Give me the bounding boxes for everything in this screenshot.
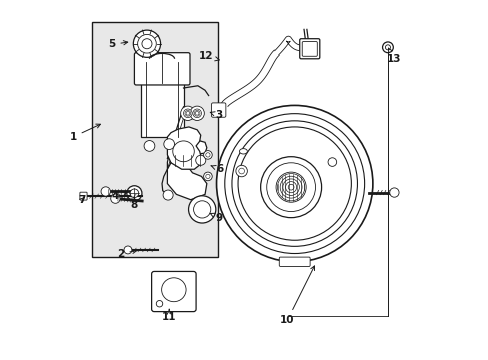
Circle shape — [142, 39, 152, 49]
Circle shape — [235, 165, 247, 177]
Circle shape — [101, 187, 110, 196]
Circle shape — [327, 158, 336, 166]
FancyBboxPatch shape — [80, 192, 87, 200]
Circle shape — [183, 109, 192, 118]
Ellipse shape — [172, 141, 194, 162]
Circle shape — [156, 301, 163, 307]
Circle shape — [238, 168, 244, 174]
Text: 12: 12 — [198, 51, 219, 61]
FancyBboxPatch shape — [302, 41, 317, 56]
Polygon shape — [167, 139, 206, 200]
Polygon shape — [167, 127, 201, 169]
Text: 1: 1 — [69, 124, 100, 142]
Circle shape — [224, 114, 364, 253]
Circle shape — [276, 172, 305, 202]
Circle shape — [382, 42, 392, 53]
Text: 10: 10 — [280, 266, 314, 325]
Text: 11: 11 — [162, 309, 176, 322]
Circle shape — [163, 139, 174, 149]
Text: 3: 3 — [210, 111, 223, 121]
Text: 2: 2 — [117, 248, 137, 258]
Circle shape — [163, 190, 173, 200]
FancyBboxPatch shape — [211, 103, 225, 117]
Text: 5: 5 — [108, 40, 127, 49]
Ellipse shape — [239, 149, 247, 154]
Ellipse shape — [162, 278, 186, 302]
Circle shape — [260, 157, 321, 218]
Text: 13: 13 — [386, 48, 401, 64]
Circle shape — [231, 121, 357, 246]
Circle shape — [238, 127, 351, 240]
Text: 9: 9 — [210, 213, 223, 222]
FancyBboxPatch shape — [299, 39, 319, 59]
Circle shape — [385, 45, 389, 50]
Circle shape — [137, 35, 156, 53]
FancyBboxPatch shape — [140, 62, 183, 137]
Bar — [92, 22, 217, 257]
Circle shape — [195, 155, 205, 165]
Circle shape — [203, 150, 212, 159]
Circle shape — [126, 186, 142, 201]
Circle shape — [130, 189, 139, 198]
Circle shape — [144, 140, 155, 151]
Circle shape — [389, 188, 398, 197]
Circle shape — [188, 196, 215, 223]
Circle shape — [205, 153, 210, 157]
Circle shape — [216, 105, 372, 262]
Circle shape — [205, 174, 210, 179]
Text: 4: 4 — [111, 191, 126, 201]
Text: 8: 8 — [130, 197, 138, 210]
Circle shape — [180, 106, 195, 121]
Circle shape — [193, 201, 210, 218]
FancyBboxPatch shape — [137, 59, 187, 69]
Circle shape — [192, 109, 201, 118]
FancyBboxPatch shape — [134, 53, 190, 85]
Circle shape — [266, 163, 315, 212]
Circle shape — [124, 246, 132, 254]
Circle shape — [203, 172, 212, 181]
Circle shape — [110, 194, 120, 203]
Circle shape — [133, 30, 160, 57]
Text: 7: 7 — [78, 195, 85, 205]
FancyBboxPatch shape — [279, 257, 309, 266]
Text: 6: 6 — [211, 164, 224, 174]
Circle shape — [190, 106, 204, 121]
FancyBboxPatch shape — [151, 271, 196, 312]
